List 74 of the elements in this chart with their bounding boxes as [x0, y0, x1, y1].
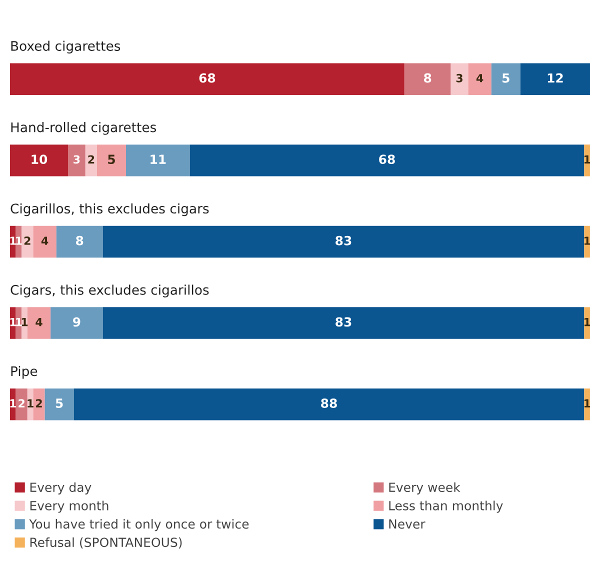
- data-label: 3: [456, 74, 462, 82]
- data-label: 8: [424, 73, 432, 83]
- data-label: 10: [32, 154, 48, 164]
- data-label: 1: [22, 318, 28, 326]
- legend-label: Every month: [30, 500, 108, 513]
- bar: [10, 144, 68, 176]
- data-label: 1: [584, 236, 590, 245]
- data-label: 3: [74, 155, 80, 164]
- data-label: 11: [150, 154, 166, 164]
- data-label: 1: [28, 399, 34, 408]
- bar: [22, 226, 34, 258]
- legend-label: Less than monthly: [389, 500, 503, 513]
- legend-label: Never: [389, 519, 426, 529]
- legend-label: You have tried it only once or twice: [29, 519, 249, 532]
- data-label: 1: [10, 318, 16, 326]
- bar: [85, 144, 97, 176]
- bar: [97, 144, 126, 176]
- bar: [10, 226, 16, 258]
- y-tick-label: Boxed cigarettes: [11, 40, 120, 54]
- data-label: 1: [584, 318, 590, 326]
- bar: [56, 226, 103, 258]
- data-label: 68: [379, 154, 395, 164]
- data-label: 1: [584, 155, 590, 164]
- y-tick-label: Hand-rolled cigarettes: [11, 122, 156, 135]
- data-label: 4: [41, 236, 48, 245]
- data-label: 9: [73, 317, 80, 327]
- data-label: 88: [321, 398, 337, 408]
- y-tick-label: Cigars, this excludes cigarillos: [10, 284, 209, 298]
- data-label: 4: [36, 318, 42, 326]
- bar: [190, 144, 584, 176]
- data-label: 5: [108, 154, 115, 164]
- bar: [520, 63, 590, 95]
- bar: [27, 307, 51, 339]
- legend-label: Every day: [30, 482, 92, 494]
- bar: [16, 388, 28, 420]
- data-label: 2: [88, 155, 94, 164]
- bar: [102, 226, 584, 258]
- legend-label: Refusal (SPONTANEOUS): [30, 537, 182, 549]
- bar: [33, 388, 45, 420]
- bar: [33, 226, 56, 258]
- bar: [10, 63, 404, 95]
- bar: [126, 144, 190, 176]
- bar: [584, 388, 590, 420]
- bar: [584, 307, 590, 339]
- bar: [102, 307, 584, 339]
- bar: [404, 63, 451, 95]
- bar: [44, 388, 74, 420]
- data-label: 2: [24, 236, 30, 245]
- data-label: 5: [502, 73, 510, 83]
- bar: [491, 63, 520, 95]
- bar: [10, 388, 16, 420]
- data-label: 12: [548, 73, 563, 83]
- bar: [68, 144, 86, 176]
- data-label: 83: [336, 236, 352, 246]
- bar: [22, 307, 28, 339]
- data-label: 68: [199, 73, 216, 83]
- bar: [74, 388, 584, 420]
- bar: [468, 63, 492, 95]
- data-label: 2: [18, 399, 24, 408]
- bar: [10, 307, 16, 339]
- data-label: 1: [10, 399, 16, 408]
- y-tick-label: Cigarillos, this excludes cigars: [10, 203, 209, 216]
- data-label: 1: [584, 399, 590, 408]
- data-label: 83: [336, 317, 352, 327]
- bar: [450, 63, 468, 95]
- y-tick-label: Pipe: [11, 366, 38, 379]
- bar: [584, 144, 590, 176]
- data-label: 5: [56, 398, 63, 408]
- data-label: 8: [76, 236, 84, 246]
- bar: [50, 307, 103, 339]
- data-label: 1: [10, 236, 16, 245]
- data-label: 2: [36, 399, 42, 408]
- data-label: 4: [476, 74, 484, 82]
- legend-label: Every week: [389, 482, 460, 494]
